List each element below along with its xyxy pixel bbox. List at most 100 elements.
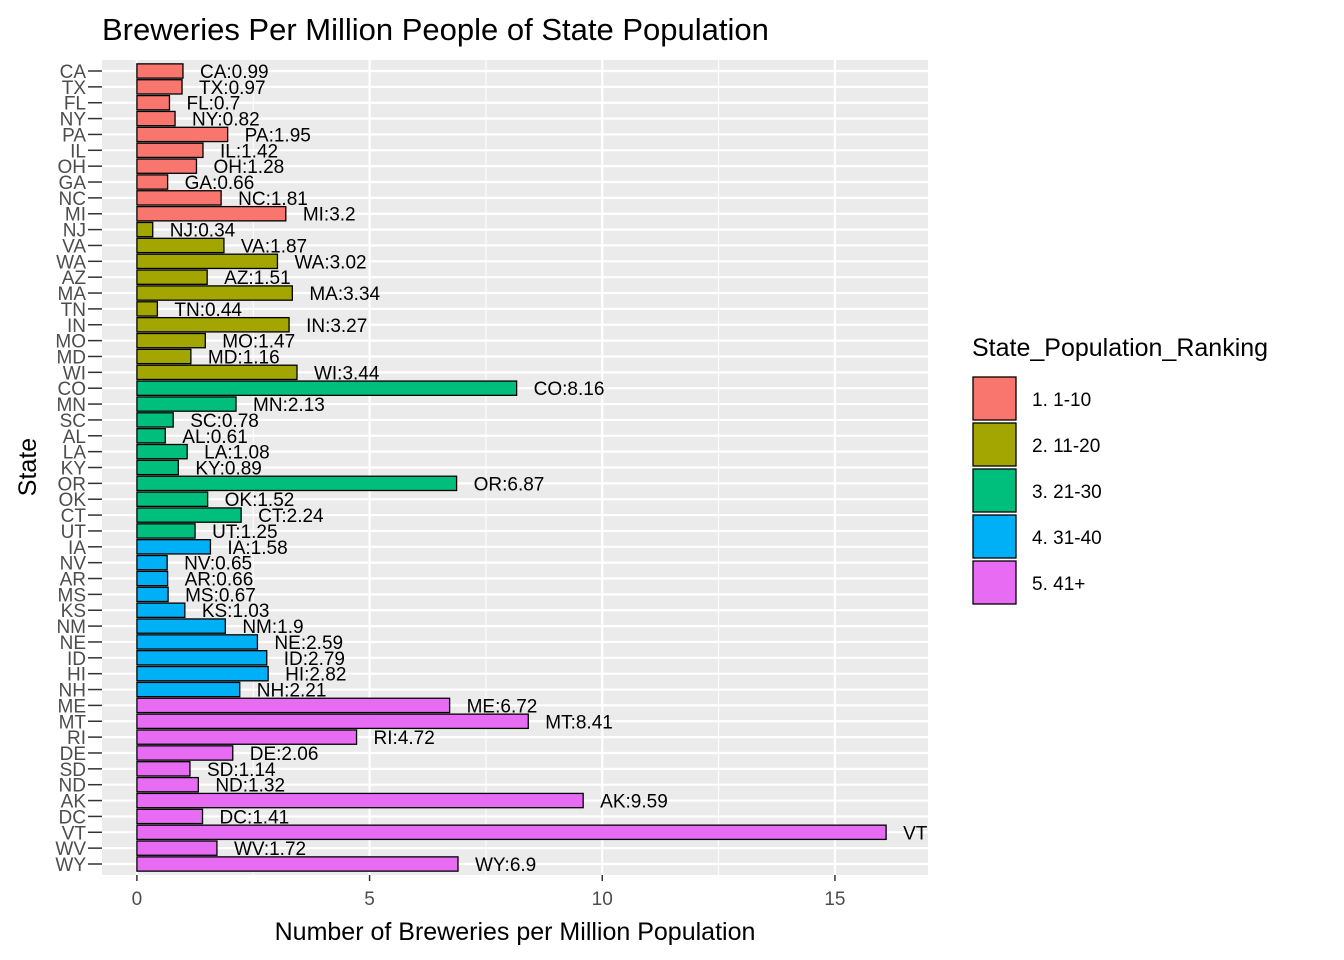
data-label-il: IL:1.42 [220, 141, 278, 162]
y-tick-label-pa: PA [62, 125, 86, 146]
data-label-dc: DC:1.41 [220, 807, 290, 828]
y-tick-label-de: DE [60, 744, 86, 765]
y-tick-label-nd: ND [59, 776, 86, 797]
bar-id [136, 650, 268, 666]
bar-pa [136, 126, 229, 143]
data-label-vt: VT [903, 823, 928, 844]
data-label-mt: MT:8.41 [545, 712, 613, 733]
data-label-mn: MN:2.13 [253, 395, 325, 416]
x-tick-label: 0 [132, 889, 143, 910]
bar-ky [136, 459, 179, 476]
bar-nd [136, 776, 199, 793]
bar-md [136, 348, 192, 365]
data-label-ne: NE:2.59 [274, 633, 343, 654]
y-tick-label-mt: MT [59, 712, 87, 733]
y-tick-label-mn: MN [56, 395, 86, 416]
y-tick-label-hi: HI [67, 665, 86, 686]
y-tick-label-mo: MO [55, 332, 86, 353]
bar-nc [136, 190, 222, 206]
bar-az [136, 269, 208, 285]
y-tick-label-la: LA [63, 443, 87, 464]
y-tick-label-ri: RI [67, 728, 86, 749]
y-tick-label-in: IN [67, 316, 86, 337]
y-tick-label-ia: IA [68, 538, 86, 559]
y-tick-label-sc: SC [60, 411, 86, 432]
y-tick-label-id: ID [67, 649, 86, 670]
bar-ct [136, 507, 242, 523]
y-tick-label-ky: KY [61, 459, 87, 480]
data-label-ms: MS:0.67 [185, 585, 256, 606]
data-label-wy: WY:6.9 [475, 855, 536, 876]
x-axis: 0 5 10 15 [132, 875, 845, 910]
bar-dc [136, 808, 204, 825]
x-tick-label: 10 [592, 889, 613, 910]
bar-nv [136, 554, 168, 571]
data-label-tx: TX:0.97 [199, 78, 266, 99]
legend: State_Population_Ranking 1. 1-10 2. 11-20… [972, 334, 1268, 605]
bars [136, 63, 887, 872]
data-label-ca: CA:0.99 [200, 62, 269, 83]
data-label-la: LA:1.08 [204, 443, 269, 464]
bar-ok [136, 491, 209, 508]
bar-mi [136, 205, 287, 222]
x-axis-title: Number of Breweries per Million Populati… [275, 918, 756, 946]
data-label-me: ME:6.72 [467, 696, 538, 717]
legend-key-2 [972, 422, 1017, 467]
legend-key-3 [972, 468, 1017, 513]
y-tick-label-wy: WY [55, 855, 86, 876]
y-tick-label-ak: AK [61, 792, 87, 813]
bar-ar [136, 570, 169, 587]
bar-me [136, 697, 451, 714]
legend-key-4 [972, 514, 1017, 559]
y-tick-label-nc: NC [59, 189, 86, 210]
data-label-wv: WV:1.72 [234, 839, 306, 860]
y-tick-label-oh: OH [58, 157, 87, 178]
y-tick-label-ks: KS [61, 601, 86, 622]
y-tick-label-ms: MS [58, 585, 87, 606]
y-tick-label-tn: TN [61, 300, 86, 321]
data-label-ak: AK:9.59 [600, 792, 668, 813]
y-tick-label-ne: NE [60, 633, 86, 654]
y-tick-label-co: CO [58, 379, 87, 400]
data-label-ky: KY:0.89 [195, 459, 262, 480]
y-axis-title: State [14, 438, 42, 496]
data-label-pa: PA:1.95 [245, 125, 311, 146]
data-label-fl: FL:0.7 [186, 94, 240, 115]
y-tick-label-va: VA [62, 236, 86, 257]
data-label-ny: NY:0.82 [192, 110, 260, 131]
bar-fl [136, 94, 171, 111]
y-tick-label-ma: MA [58, 284, 87, 305]
y-tick-label-nm: NM [56, 617, 86, 638]
bar-ia [136, 539, 212, 555]
data-label-nc: NC:1.81 [238, 189, 308, 210]
y-tick-label-me: ME [58, 696, 87, 717]
y-tick-label-nv: NV [60, 554, 87, 575]
data-label-oh: OH:1.28 [213, 157, 284, 178]
y-tick-label-ca: CA [60, 62, 87, 83]
data-label-al: AL:0.61 [182, 427, 248, 448]
bar-nj [136, 221, 154, 238]
data-label-sc: SC:0.78 [190, 411, 259, 432]
bar-or [136, 475, 458, 492]
y-tick-label-ar: AR [60, 570, 86, 591]
y-tick-label-fl: FL [64, 94, 86, 115]
bar-in [136, 316, 290, 333]
bar-vt [136, 824, 887, 841]
bar-ms [136, 586, 169, 603]
data-label-mo: MO:1.47 [222, 332, 295, 353]
bar-wa [136, 253, 279, 270]
legend-label-3: 3. 21-30 [1032, 482, 1102, 503]
bar-mt [136, 713, 529, 730]
y-tick-label-tx: TX [62, 78, 87, 99]
bar-ri [136, 729, 358, 745]
data-label-nm: NM:1.9 [242, 617, 303, 638]
bar-ak [136, 792, 584, 809]
legend-title: State_Population_Ranking [972, 334, 1268, 362]
bar-wi [136, 364, 298, 381]
bar-co [136, 380, 518, 396]
y-tick-label-or: OR [58, 474, 87, 495]
bar-ks [136, 602, 186, 619]
data-label-nv: NV:0.65 [184, 554, 252, 575]
bar-ne [136, 634, 259, 650]
